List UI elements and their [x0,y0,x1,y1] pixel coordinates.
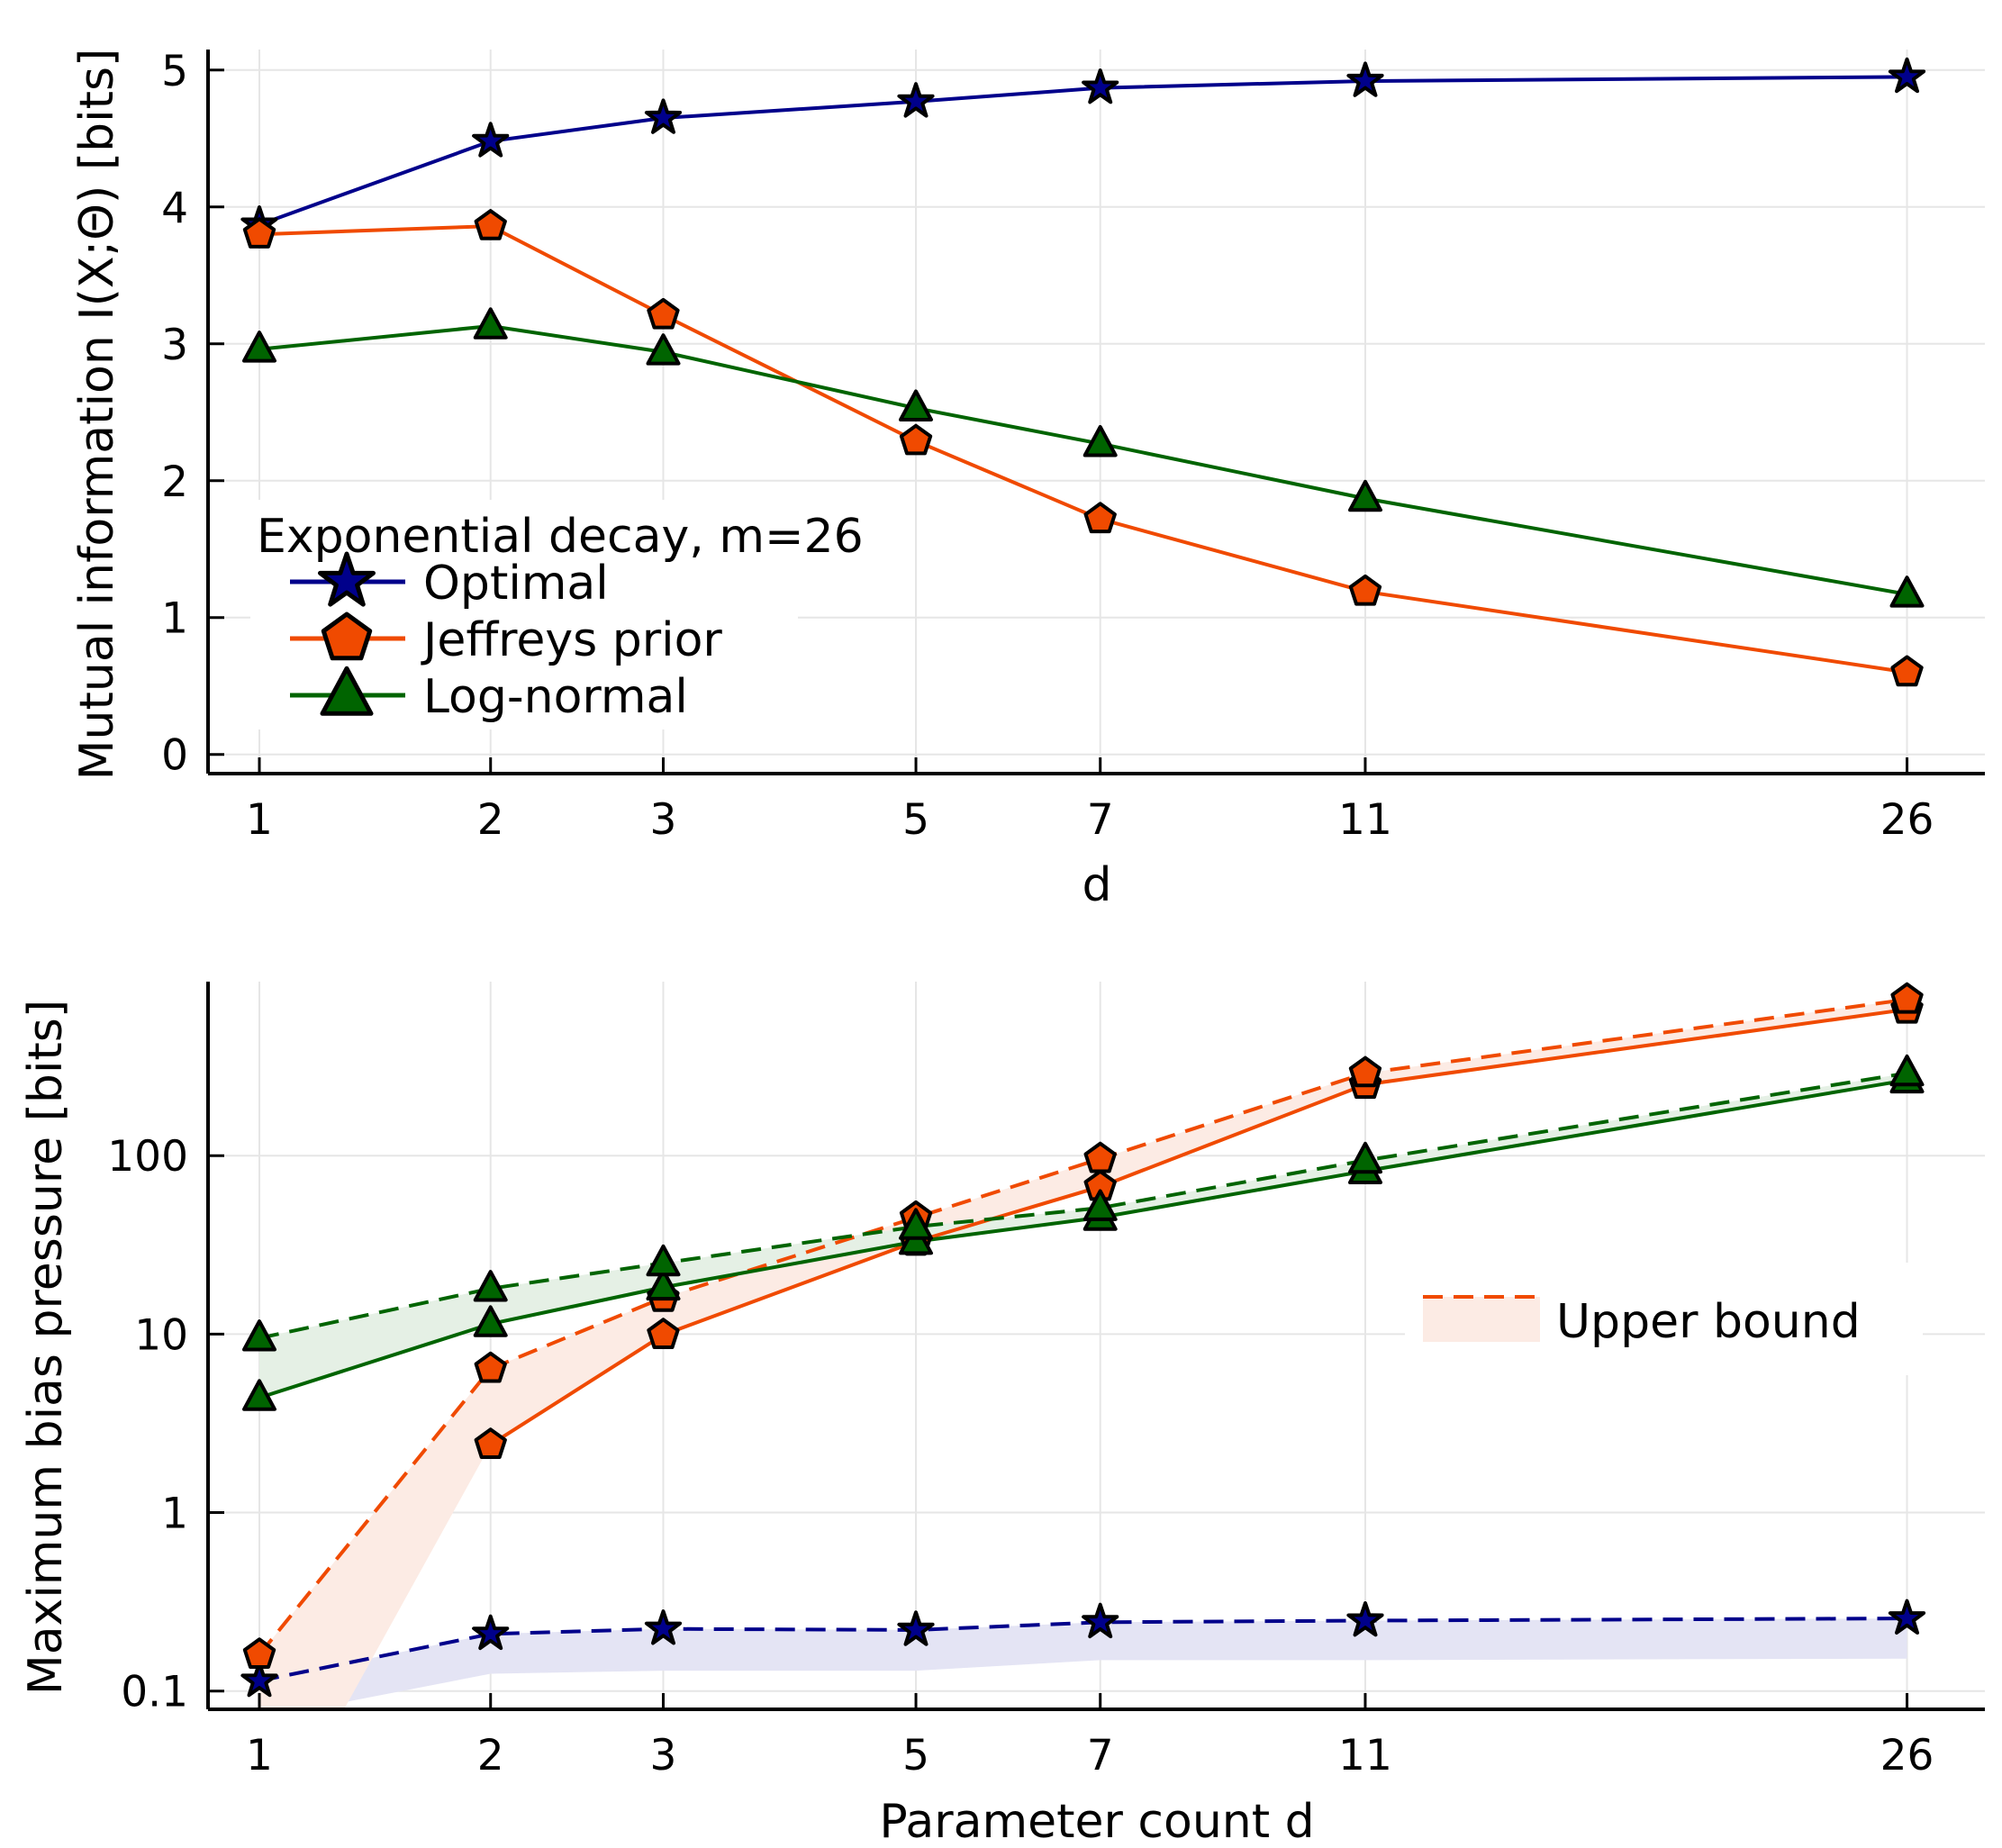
x-tick-label: 7 [1087,795,1114,845]
y-tick-label: 5 [161,47,188,96]
y-tick-label: 0 [161,731,188,781]
x-tick-label: 11 [1338,1731,1392,1780]
x-tick-label: 3 [650,1731,677,1780]
y-tick-label: 4 [161,184,188,233]
top-markers [240,57,1926,687]
log-normal-upper-triangle-marker [1083,1189,1118,1221]
x-tick-label: 5 [902,1731,929,1780]
jeffreys-prior-pentagon-marker [647,1318,680,1349]
log-normal-upper-triangle-marker [646,1244,681,1277]
jeffreys-prior-pentagon-marker [474,1427,507,1459]
log-normal-triangle-marker [899,389,933,421]
legend-pentagon-icon [321,611,373,661]
y-tick-label: 1 [161,594,188,644]
top-chart-panel: 1 2 3 5 7 11 26 0 1 2 3 4 5 d Mutual information I(X… [70,47,1985,912]
top-y-axis-label: Mutual information I(X;Θ) [bits] [70,49,124,781]
optimal-star-marker [1346,61,1384,97]
log-normal-triangle-marker [473,1305,508,1337]
bottom-y-axis-label: Maximum bias pressure [bits] [19,1000,73,1695]
log-normal-triangle-marker [242,331,276,363]
y-tick-label: 100 [107,1132,188,1182]
optimal-star-marker [1082,68,1119,104]
top-legend: Exponential decay, m=26 OptimalJeffreys … [250,500,864,729]
optimal-line [258,75,1907,227]
y-tick-label: 10 [134,1310,188,1360]
top-grid [208,50,1985,774]
x-tick-label: 11 [1338,795,1392,845]
x-tick-label: 1 [246,795,273,845]
x-tick-label: 5 [902,795,929,845]
log-normal-upper-triangle-marker [1348,1141,1382,1174]
jeffreys-prior-upper-pentagon-marker [1890,982,1924,1014]
bottom-legend: Upper bound [1405,1263,1923,1375]
legend-star-icon [318,551,376,607]
top-x-axis-label: d [1082,858,1111,912]
legend-triangle-icon [320,666,374,716]
bottom-x-axis-label: Parameter count d [879,1795,1314,1848]
y-tick-label: 1 [161,1490,188,1539]
log-normal-band [259,1073,1907,1398]
jeffreys-prior-pentagon-marker [242,217,276,249]
jeffreys-prior-line [489,1007,1907,1446]
jeffreys-prior-upper-pentagon-marker [242,1637,276,1669]
optimal-upper-star-marker [472,1614,510,1651]
jeffreys-prior-pentagon-marker [1348,574,1382,606]
log-normal-triangle-marker [646,333,681,366]
jeffreys-prior-pentagon-marker [899,423,933,456]
y-tick-label: 3 [161,321,188,370]
bottom-bands [259,999,1907,1709]
legend-entry-optimal: Optimal [423,557,609,611]
log-normal-triangle-marker [473,307,508,340]
optimal-upper-star-marker [897,1610,935,1646]
legend-entry-log-normal: Log-normal [423,670,688,724]
optimal-star-marker [472,122,510,158]
log-normal-triangle-marker [1083,425,1118,457]
jeffreys-prior-upper-pentagon-marker [1083,1141,1117,1173]
log-normal-triangle-marker [1889,575,1925,608]
legend-title: Exponential decay, m=26 [257,510,864,564]
optimal-star-marker [644,98,683,134]
optimal-upper-star-marker [240,1661,278,1698]
jeffreys-prior-pentagon-marker [1890,655,1924,687]
optimal-upper-star-marker [644,1609,683,1645]
log-normal-triangle-marker [646,1268,681,1301]
x-tick-label: 1 [246,1731,273,1780]
log-normal-upper-triangle-marker [242,1319,276,1352]
x-tick-label: 2 [477,1731,504,1780]
log-normal-triangle-marker [1348,479,1382,512]
bottom-axes: 1 2 3 5 7 11 26 0.1 1 10 100 [107,982,1985,1780]
y-tick-label: 0.1 [121,1668,188,1717]
x-tick-label: 26 [1880,1731,1934,1780]
log-normal-upper-triangle-marker [899,1208,933,1240]
jeffreys-prior-pentagon-marker [647,297,680,330]
optimal-star-marker [897,82,935,118]
optimal-upper-star-marker [1346,1601,1384,1637]
optimal-upper-star-marker [1888,1599,1926,1635]
x-tick-label: 2 [477,795,504,845]
y-tick-label: 2 [161,457,188,507]
log-normal-triangle-marker [242,1379,276,1411]
optimal-upper-star-marker [1082,1602,1119,1639]
top-axes: 1 2 3 5 7 11 26 0 1 2 3 4 5 [161,47,1985,845]
jeffreys-prior-pentagon-marker [474,209,507,240]
x-tick-label: 3 [650,795,677,845]
x-tick-label: 7 [1087,1731,1114,1780]
jeffreys-prior-upper-pentagon-marker [1348,1055,1382,1088]
jeffreys-prior-pentagon-marker [1083,502,1117,534]
log-normal-upper-triangle-marker [1889,1054,1925,1087]
jeffreys-prior-upper-pentagon-marker [474,1351,507,1383]
bottom-chart-panel: 1 2 3 5 7 11 26 0.1 1 10 100 Parameter count d Max… [19,982,1985,1848]
x-tick-label: 26 [1880,795,1934,845]
legend-band-swatch [1423,1297,1540,1342]
legend-entry-jeffreys-prior: Jeffreys prior [421,613,722,667]
legend-entry-upper-bound: Upper bound [1556,1295,1861,1349]
optimal-star-marker [1888,57,1926,94]
log-normal-upper-triangle-marker [473,1270,508,1302]
jeffreys-prior-band [259,999,1907,1709]
bottom-markers [240,982,1926,1698]
